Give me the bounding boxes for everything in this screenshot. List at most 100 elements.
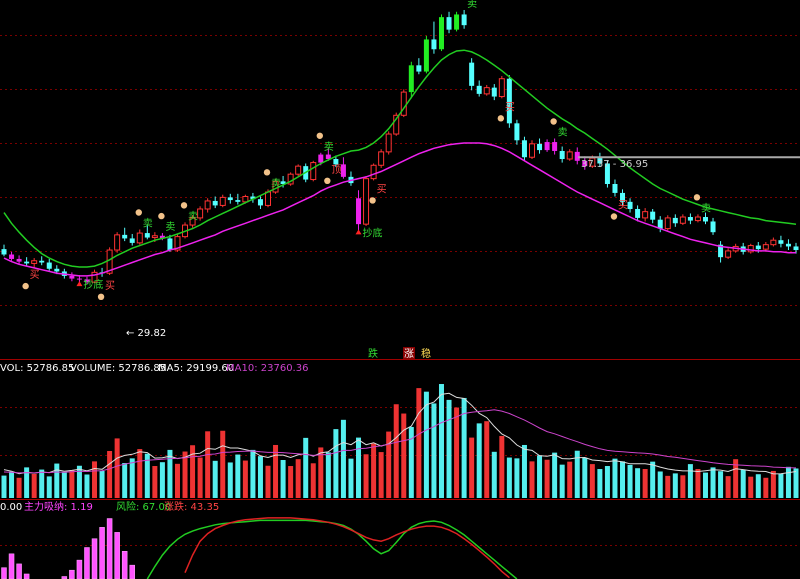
volume-bar [733, 459, 739, 498]
signal-label: 卖 [558, 126, 568, 138]
candle-body [476, 85, 482, 94]
volume-bar [54, 463, 60, 498]
zhuli-bar [99, 527, 105, 579]
volume-bar [778, 473, 784, 498]
signal-label: 买 [618, 199, 628, 211]
volume-bar [408, 426, 414, 498]
candle-body [257, 199, 263, 206]
zhuli-bar [114, 532, 120, 579]
volume-bar [454, 407, 460, 498]
candle-body [710, 221, 716, 233]
signal-label: 卖 [165, 221, 175, 233]
volume-bar [537, 455, 543, 498]
candle-body [785, 243, 791, 247]
legend-up-box [403, 347, 415, 359]
candle-body [151, 235, 158, 239]
candle-body [672, 217, 678, 224]
volume-bar [295, 459, 301, 498]
candle-body [521, 140, 527, 158]
candle-body [694, 216, 701, 222]
candle-body [295, 165, 302, 175]
volume-bar [597, 469, 603, 498]
candle-body [159, 235, 165, 239]
hand-pointer-icon [180, 202, 188, 209]
candle-body [438, 17, 444, 50]
candle-body [431, 39, 437, 50]
candle-body [770, 239, 777, 246]
volume-bar [431, 403, 437, 498]
volume-bar [740, 469, 746, 498]
volume-ma10-line [3, 409, 797, 474]
candle-body [612, 184, 618, 193]
risk-label: 风险: 67.00 [116, 500, 171, 513]
volume-bar [514, 458, 520, 498]
candle-body [514, 123, 520, 141]
candle-body [250, 196, 256, 200]
candle-body [755, 245, 761, 250]
candle-body [340, 164, 346, 177]
volume-bar [257, 456, 263, 498]
signal-label: 买 [377, 183, 387, 195]
bottom-annotation: 抄底 [83, 278, 103, 291]
candle-body [627, 201, 633, 209]
candle-body [574, 151, 580, 161]
candle-body [31, 260, 38, 264]
hand-pointer-icon [693, 194, 701, 201]
zhuli-bar [1, 567, 7, 579]
volume-bar [288, 466, 294, 498]
volume-bar [340, 419, 346, 498]
legend-flag-label: 稳 [421, 347, 431, 360]
hand-pointer-icon [135, 209, 142, 216]
volume-bar [69, 470, 75, 498]
volume-bar [235, 454, 241, 498]
volume-bar [702, 472, 708, 498]
legend-up-label: 涨 [404, 348, 414, 360]
candle-body [333, 159, 339, 165]
volume-bar [612, 458, 618, 498]
volume-bar [469, 437, 475, 498]
volume-bar [499, 435, 505, 498]
candle-body [566, 151, 573, 160]
volume-bar [39, 469, 45, 498]
volume-bar [793, 468, 799, 498]
signal-label: 卖 [271, 177, 281, 189]
candle-body [446, 17, 452, 30]
volume-bar [363, 454, 369, 498]
zhuli-bar [23, 573, 30, 579]
signal-label: 卖 [143, 218, 153, 230]
zhuli-bar [106, 518, 113, 579]
volume-bar [401, 413, 407, 498]
volume-bar [484, 421, 490, 498]
candle-body [174, 236, 181, 251]
volume-bar [159, 462, 165, 498]
volume-bar [438, 384, 444, 498]
candle-body [280, 181, 286, 184]
legend-down-label: 跌 [368, 347, 378, 360]
candle-body [204, 200, 211, 210]
volume-bar [785, 466, 791, 498]
bottom-annotation: 抄底 [363, 226, 383, 239]
signal-label: 卖 [324, 141, 334, 153]
volume-bar [325, 452, 331, 498]
volume-bar [506, 457, 512, 498]
candle-body [189, 217, 196, 226]
candle-body [679, 216, 686, 224]
candle-body [702, 217, 708, 222]
volume-bar [635, 468, 641, 498]
candle-body [235, 200, 241, 202]
indicator-first-value: 0.00 [0, 502, 22, 513]
volume-bar [137, 449, 143, 498]
volume-bar [197, 457, 203, 498]
signal-label: 买 [30, 269, 40, 281]
candle-body [39, 260, 45, 263]
volume-bar [99, 470, 105, 498]
candle-body [635, 208, 641, 218]
zhangdie-line [184, 517, 510, 579]
volume-bar [61, 472, 67, 498]
volume-bar [333, 429, 339, 498]
volume-bar [461, 397, 467, 498]
hand-pointer-icon [263, 169, 271, 176]
candle-body [318, 154, 324, 163]
volume-bar [529, 461, 535, 498]
